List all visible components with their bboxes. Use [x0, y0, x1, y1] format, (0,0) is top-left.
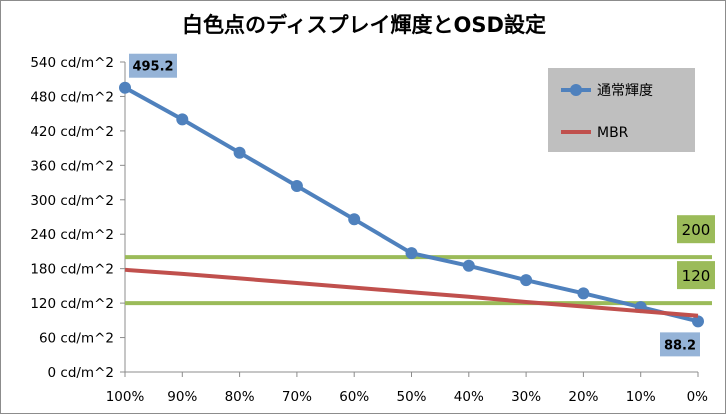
x-tick-label: 60% — [339, 389, 369, 405]
data-label: 495.2 — [132, 60, 173, 75]
data-point — [692, 315, 704, 328]
y-tick-label: 180 cd/m^2 — [30, 262, 114, 278]
x-tick-label: 90% — [167, 389, 197, 405]
x-tick-label: 0% — [687, 389, 709, 405]
data-label-box — [129, 53, 177, 78]
reference-label: 120 — [682, 267, 711, 285]
chart-title: 白色点のディスプレイ輝度とOSD設定 — [182, 13, 546, 37]
x-tick-label: 80% — [225, 389, 255, 405]
reference-lines: 200 120 — [125, 215, 715, 306]
x-tick-label: 10% — [626, 389, 656, 405]
data-point — [405, 247, 418, 260]
reference-label-box — [677, 215, 715, 244]
reference-label: 200 — [682, 221, 711, 239]
y-tick-label: 360 cd/m^2 — [30, 158, 114, 174]
y-axis: 0 cd/m^2 60 cd/m^2 120 cd/m^2 180 cd/m^2 240… — [30, 55, 126, 381]
series-layer — [119, 81, 704, 328]
annotations: 495.2 88.2 — [129, 53, 700, 357]
y-tick-label: 0 cd/m^2 — [48, 365, 114, 381]
y-tick-label: 480 cd/m^2 — [30, 89, 114, 105]
x-tick-label: 40% — [454, 389, 484, 405]
legend-label: MBR — [597, 125, 629, 141]
x-tick-label: 50% — [396, 389, 426, 405]
data-point — [290, 180, 303, 192]
data-point — [462, 259, 475, 272]
y-tick-label: 120 cd/m^2 — [30, 296, 114, 312]
x-tick-label: 20% — [568, 389, 598, 405]
y-tick-label: 300 cd/m^2 — [30, 193, 114, 209]
data-point — [176, 113, 189, 126]
y-tick-label: 60 cd/m^2 — [39, 331, 114, 347]
x-tick-label: 30% — [511, 389, 541, 405]
reference-label-box — [677, 261, 715, 290]
data-label-box — [660, 332, 700, 357]
y-tick-label: 540 cd/m^2 — [30, 55, 114, 71]
x-tick-label: 100% — [106, 389, 145, 405]
x-axis: 100% 90% 80% 70% 60% 50% 40% 30% 20% 10% 0% — [106, 371, 709, 405]
data-point — [119, 81, 131, 94]
y-tick-label: 240 cd/m^2 — [30, 227, 114, 243]
data-point — [348, 213, 361, 226]
legend-swatch-marker — [570, 84, 582, 96]
legend-label: 通常輝度 — [597, 83, 653, 99]
data-label: 88.2 — [664, 338, 696, 353]
legend-box — [548, 68, 695, 152]
data-point — [233, 146, 246, 159]
data-point — [520, 274, 533, 287]
x-tick-label: 70% — [282, 389, 312, 405]
data-point — [577, 287, 590, 300]
y-tick-label: 420 cd/m^2 — [30, 124, 114, 140]
legend: 通常輝度 MBR — [548, 68, 695, 152]
series-line — [124, 267, 699, 318]
